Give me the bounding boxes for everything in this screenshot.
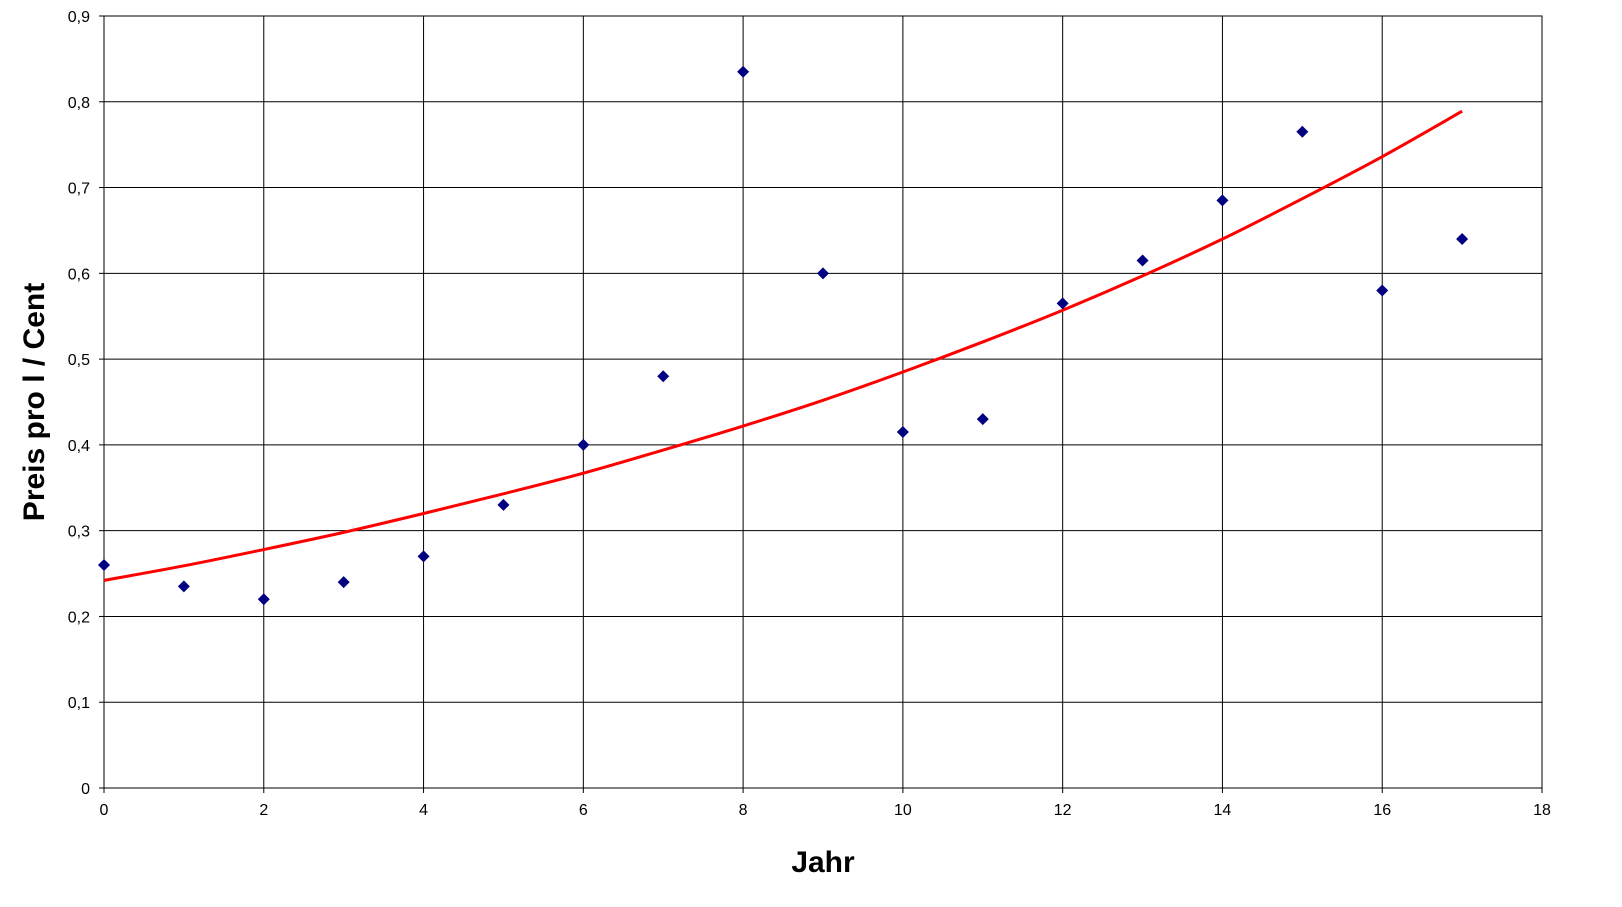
- data-point-diamond: [417, 550, 430, 563]
- data-point-diamond: [257, 593, 270, 606]
- y-tick-label: 0,1: [68, 695, 90, 712]
- data-point-diamond: [577, 438, 590, 451]
- x-tick-label: 4: [419, 802, 428, 819]
- y-tick-label: 0,9: [68, 9, 90, 26]
- data-point-diamond: [177, 580, 190, 593]
- data-point-diamond: [976, 413, 989, 426]
- data-point-diamond: [1456, 233, 1469, 246]
- data-point-diamond: [1056, 297, 1069, 310]
- y-tick-label: 0,3: [68, 524, 90, 541]
- x-tick-label: 18: [1533, 802, 1551, 819]
- data-point-diamond: [1376, 284, 1389, 297]
- data-point-diamond: [1136, 254, 1149, 267]
- data-point-diamond: [817, 267, 829, 280]
- data-points: [98, 65, 1469, 606]
- data-point-diamond: [737, 65, 750, 78]
- data-point-diamond: [497, 498, 510, 511]
- data-point-diamond: [657, 370, 670, 383]
- tick-labels: 0 0,1 0,2 0,3 0,4 0,5 0,6 0,7 0,8 0,9 0 2 4 6 8 10 12 14 1…: [68, 9, 1551, 819]
- x-tick-label: 2: [259, 802, 268, 819]
- y-tick-label: 0,6: [68, 266, 90, 283]
- data-point-diamond: [1216, 194, 1229, 207]
- y-tick-label: 0,2: [68, 609, 90, 626]
- y-tick-label: 0,7: [68, 181, 90, 198]
- y-tick-label: 0,4: [68, 438, 90, 455]
- trend-line-layer: [103, 109, 1463, 582]
- x-tick-label: 6: [579, 802, 588, 819]
- y-axis-title: Preis pro l / Cent: [18, 283, 51, 521]
- data-point-diamond: [896, 426, 909, 439]
- trend-line: [103, 109, 1463, 582]
- x-axis-title: Jahr: [791, 846, 855, 879]
- y-tick-label: 0,8: [68, 95, 90, 112]
- x-tick-label: 0: [100, 802, 109, 819]
- x-tick-label: 14: [1214, 802, 1232, 819]
- data-point-diamond: [98, 558, 110, 571]
- plot-area: [103, 15, 1543, 789]
- x-tick-label: 16: [1373, 802, 1391, 819]
- data-point-diamond: [337, 576, 350, 589]
- y-tick-label: 0,5: [68, 352, 90, 369]
- x-tick-label: 10: [894, 802, 912, 819]
- x-tick-label: 8: [739, 802, 748, 819]
- data-point-diamond: [1296, 125, 1309, 138]
- x-tick-label: 12: [1054, 802, 1072, 819]
- y-tick-label: 0: [81, 781, 90, 798]
